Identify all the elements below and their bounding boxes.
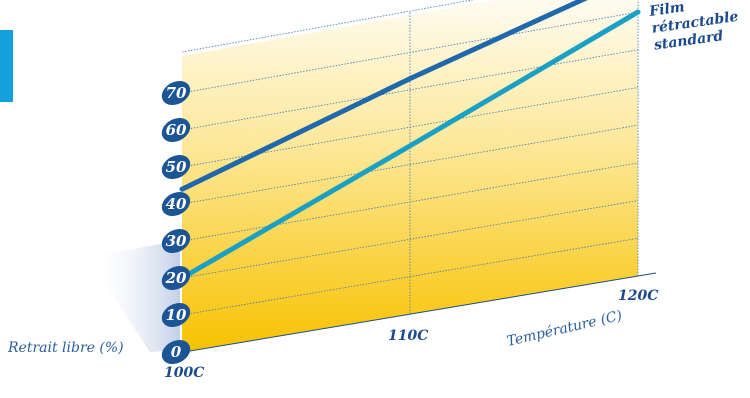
y-tick-label: 10 xyxy=(166,306,187,324)
y-tick-badge xyxy=(161,229,191,253)
grid-line-y-60 xyxy=(181,49,639,131)
x-tick-label: 100C xyxy=(164,365,204,381)
y-tick-badge xyxy=(161,192,191,216)
y-tick-label: 30 xyxy=(166,232,187,250)
y-tick-70: 70 xyxy=(161,81,191,105)
y-tick-badges: 0 10 20 30 40 50 60 70 xyxy=(161,81,191,364)
series-labels: BCBFilmrétractablestandard xyxy=(647,0,741,54)
y-tick-badge xyxy=(161,340,191,364)
y-tick-0: 0 xyxy=(161,340,191,364)
grid-line-y-40 xyxy=(181,124,639,205)
y-tick-label: 70 xyxy=(166,84,187,102)
series-lines xyxy=(179,0,641,281)
y-tick-10: 10 xyxy=(161,303,191,327)
y-tick-60: 60 xyxy=(161,118,191,142)
y-tick-label: 50 xyxy=(166,158,187,176)
x-tick-label: 120C xyxy=(618,288,658,304)
x-axis-title: Température (C) xyxy=(505,308,623,350)
x-axis-line xyxy=(177,272,657,354)
y-tick-label: 20 xyxy=(165,269,187,287)
series-label-line: Film xyxy=(647,0,685,20)
y-tick-50: 50 xyxy=(161,155,191,179)
y-tick-label: 60 xyxy=(166,121,187,139)
y-tick-badge xyxy=(161,266,191,290)
y-tick-label: 0 xyxy=(171,343,182,361)
side-accent-bar xyxy=(0,30,13,102)
y-tick-badge xyxy=(161,303,191,327)
y-tick-30: 30 xyxy=(161,229,191,253)
y-tick-40: 40 xyxy=(161,192,191,216)
series-line-0 xyxy=(179,0,588,192)
grid-lines xyxy=(181,0,639,316)
series-line-1 xyxy=(179,9,641,281)
axis-shadow xyxy=(88,240,180,352)
series-label-1: Filmrétractablestandard xyxy=(647,0,741,54)
grid-line-top xyxy=(181,0,475,53)
y-axis-title: Retrait libre (%) xyxy=(7,340,124,356)
y-tick-label: 40 xyxy=(166,195,187,213)
x-tick-label: 110C xyxy=(388,328,428,344)
y-tick-badge xyxy=(161,81,191,105)
y-tick-badge xyxy=(161,118,191,142)
y-tick-20: 20 xyxy=(161,266,191,290)
grid-line-y-20 xyxy=(181,200,639,279)
x-tick-labels: 100C 110C 120C xyxy=(164,288,658,381)
y-tick-badge xyxy=(161,155,191,179)
